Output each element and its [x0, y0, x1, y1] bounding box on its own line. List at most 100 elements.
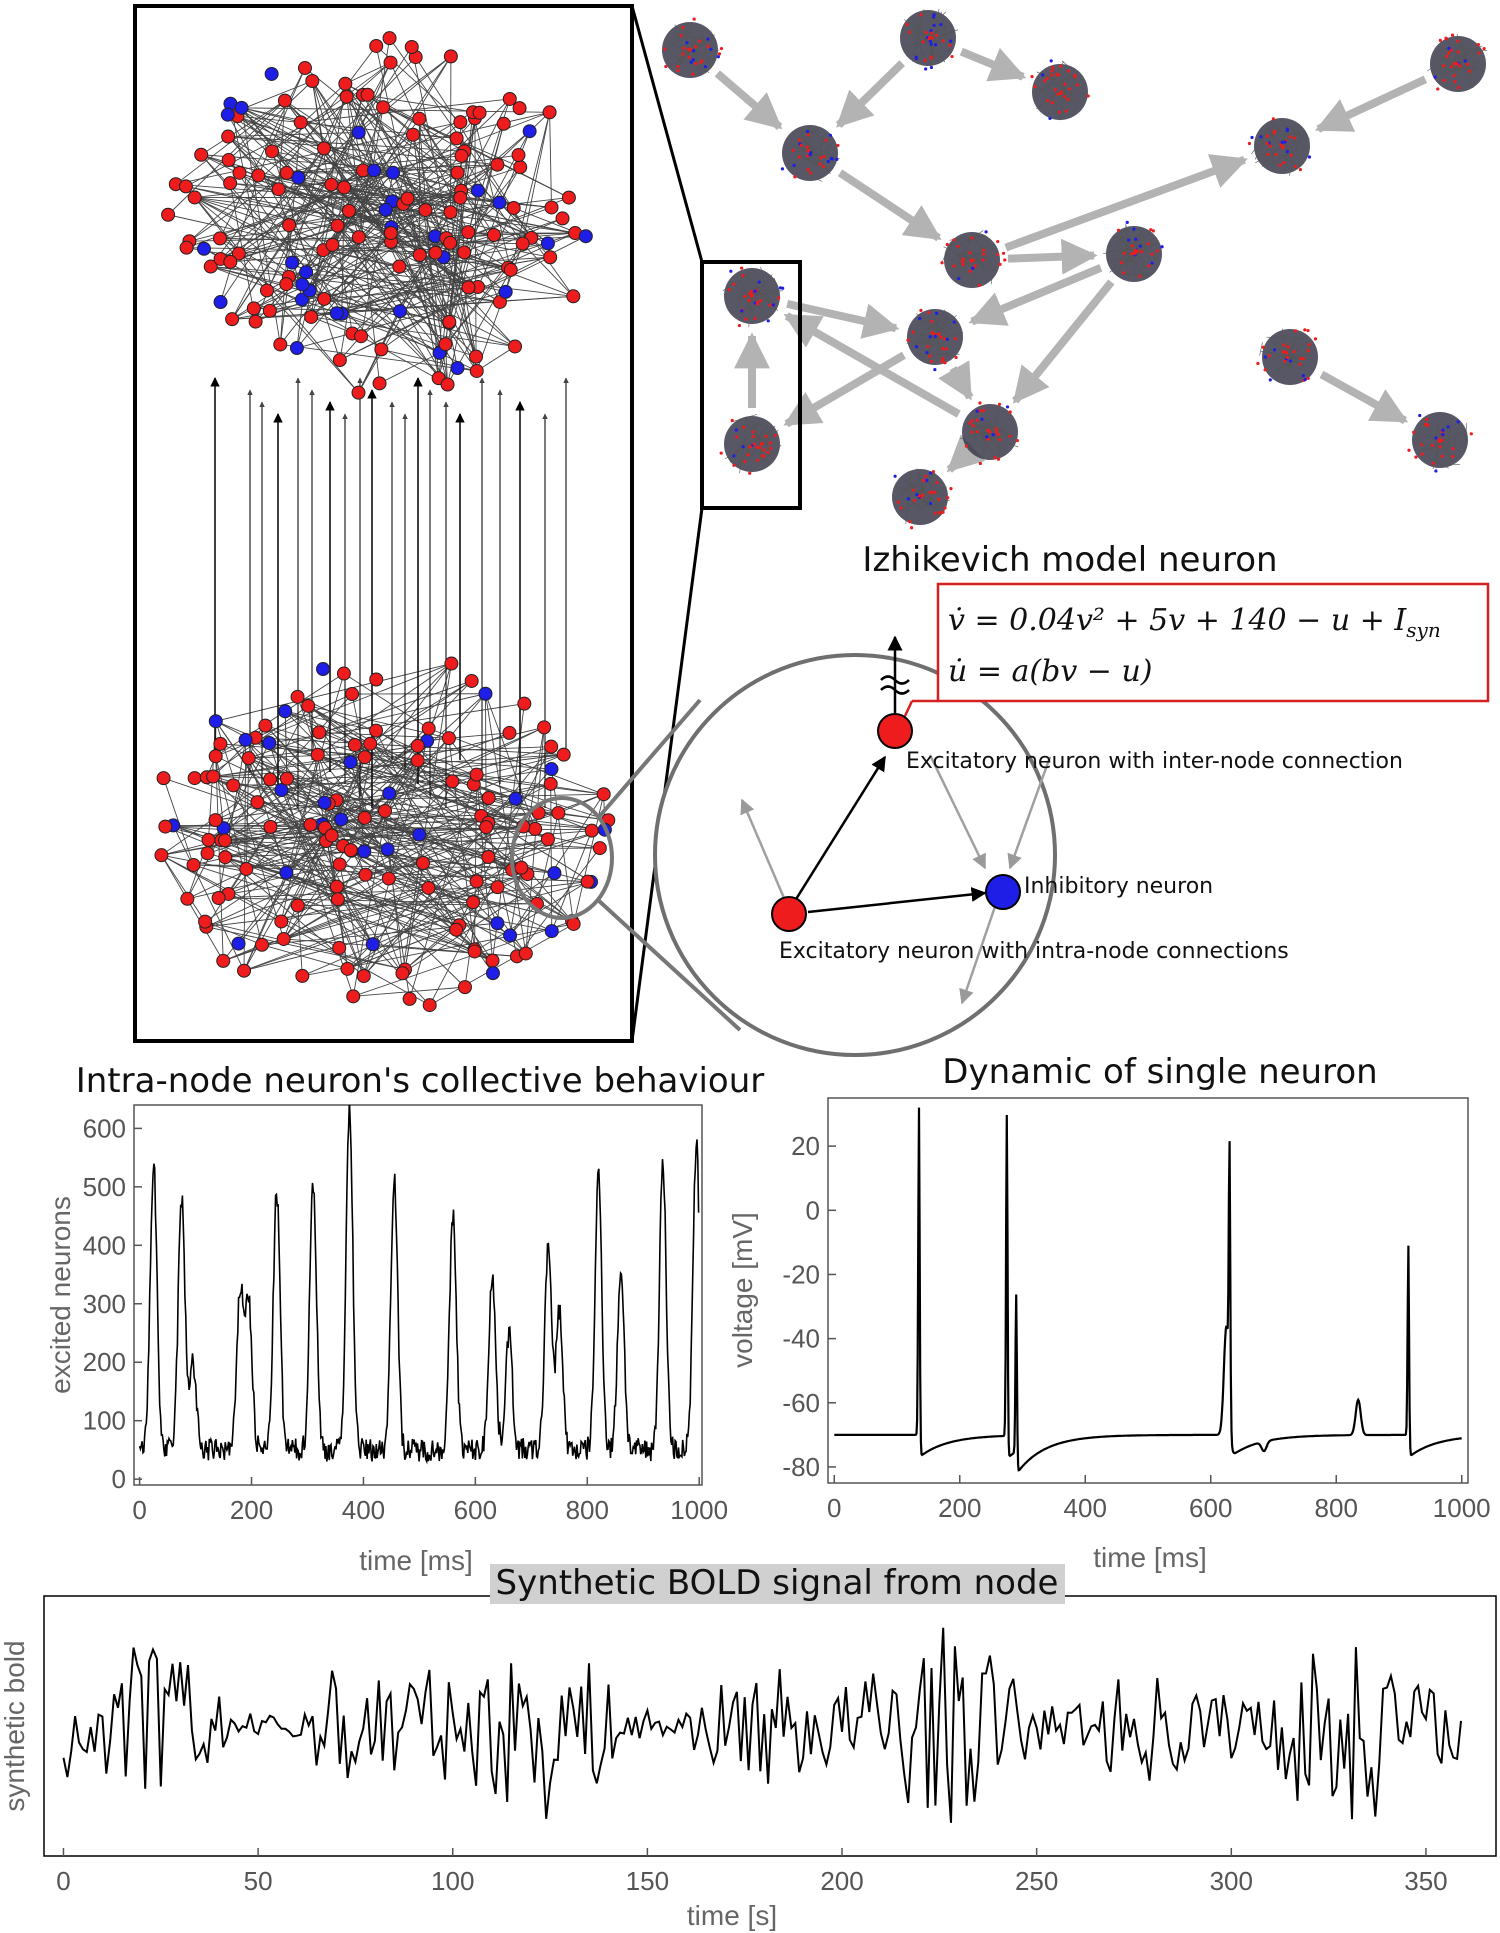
node-edge — [667, 37, 680, 50]
node-cluster-4 — [780, 125, 840, 182]
node-neuron — [968, 269, 972, 273]
node-neuron — [1265, 134, 1269, 138]
bottom-node-neuron — [332, 940, 347, 955]
top-node-edge — [280, 344, 478, 373]
top-node-edge — [300, 97, 511, 123]
node-edge — [1254, 123, 1269, 160]
node-neuron — [706, 37, 710, 41]
top-node-neuron — [220, 107, 235, 122]
bottom-node-neuron — [466, 895, 481, 910]
node-neuron — [1430, 443, 1435, 447]
node-neuron — [740, 309, 744, 313]
node-neuron — [1303, 328, 1307, 332]
node-edge — [760, 266, 771, 311]
top-node-neuron — [540, 236, 555, 251]
bottom-node-neuron — [312, 725, 327, 740]
top-node-neuron — [332, 353, 347, 368]
top-node-edge — [390, 232, 509, 269]
node-neuron — [973, 264, 977, 268]
bottom-node-neuron — [441, 731, 456, 746]
node-cluster-9 — [906, 308, 964, 372]
top-node-neuron — [293, 115, 308, 130]
bottom-node-neuron — [485, 953, 500, 968]
bottom-node-edge — [375, 730, 494, 974]
bottom-node-neuron — [485, 966, 500, 981]
top-node-neuron — [317, 291, 332, 306]
node-neuron — [981, 258, 985, 262]
node-edge — [1061, 86, 1082, 102]
node-neuron — [739, 266, 744, 270]
bottom-node-neuron — [278, 704, 293, 719]
node-link-11 — [783, 351, 906, 428]
bottom-node-edge — [388, 871, 528, 879]
top-node-neuron — [221, 129, 236, 144]
top-node-edge — [476, 346, 516, 372]
node-neuron — [806, 133, 811, 137]
node-neuron — [757, 280, 761, 284]
node-neuron — [780, 167, 785, 171]
top-node-neuron — [461, 225, 476, 240]
node-edge — [957, 230, 984, 249]
top-node-neuron — [294, 292, 309, 307]
collective-series-line — [138, 1105, 700, 1465]
node-edge — [755, 297, 770, 301]
equation-v: v̇ = 0.04v² + 5v + 140 − u + Isyn — [948, 603, 1441, 642]
bottom-node-neuron — [444, 656, 459, 671]
node-edge — [691, 51, 702, 57]
node-edge — [687, 41, 702, 46]
zoom-cone-bottom — [596, 898, 742, 1032]
node-neuron — [1450, 33, 1455, 37]
node-neuron — [961, 262, 965, 267]
bottom-node-neuron — [547, 866, 562, 881]
node-neuron — [758, 298, 763, 303]
y-tick-label: -20 — [782, 1259, 820, 1289]
bottom-node-neuron — [254, 937, 269, 952]
node-edge — [1412, 437, 1438, 455]
node-neuron — [1299, 356, 1303, 361]
node-neuron — [930, 319, 934, 324]
bottom-node-edge — [243, 869, 513, 972]
bottom-node-neuron — [263, 819, 278, 834]
node-edge — [1261, 133, 1288, 168]
node-neuron — [791, 148, 795, 152]
top-node-neuron — [512, 101, 527, 116]
top-node-neuron — [265, 144, 280, 159]
top-node-neuron — [337, 180, 352, 195]
node-edge — [1139, 257, 1146, 269]
node-neuron — [1447, 46, 1451, 50]
top-node-neuron — [223, 176, 238, 191]
node-edge — [1283, 344, 1293, 358]
node-neuron — [980, 417, 984, 421]
node-neuron — [676, 64, 680, 69]
top-node-neuron — [428, 245, 443, 260]
node-neuron — [766, 450, 770, 455]
node-edge — [900, 487, 923, 492]
node-neuron — [742, 425, 746, 429]
node-edge — [1432, 444, 1438, 449]
node-edge — [1270, 340, 1293, 361]
bottom-node-neuron — [467, 944, 482, 959]
node-edge — [690, 41, 699, 51]
top-node-neuron — [442, 314, 457, 329]
node-neuron — [1407, 448, 1411, 452]
node-edge — [918, 328, 925, 339]
node-edge — [1453, 436, 1456, 450]
top-node-neuron — [544, 200, 559, 215]
node-edge — [944, 256, 976, 262]
top-node-neuron — [566, 289, 581, 304]
y-tick-label: -60 — [782, 1388, 820, 1418]
node-edge — [1119, 239, 1141, 259]
bottom-node-edge — [317, 754, 457, 931]
top-node-edge — [358, 62, 391, 133]
node-edge — [1460, 50, 1480, 64]
node-neuron — [769, 446, 773, 450]
top-node-neuron — [271, 182, 286, 197]
bottom-node-neuron — [329, 879, 344, 894]
node-neuron — [835, 157, 839, 161]
bottom-node-edge — [336, 732, 510, 801]
node-neuron — [1425, 417, 1429, 422]
bottom-node-edge — [331, 835, 493, 961]
x-tick-label: 150 — [626, 1866, 669, 1896]
bottom-node-edge — [402, 872, 555, 974]
node-edge — [902, 31, 954, 49]
